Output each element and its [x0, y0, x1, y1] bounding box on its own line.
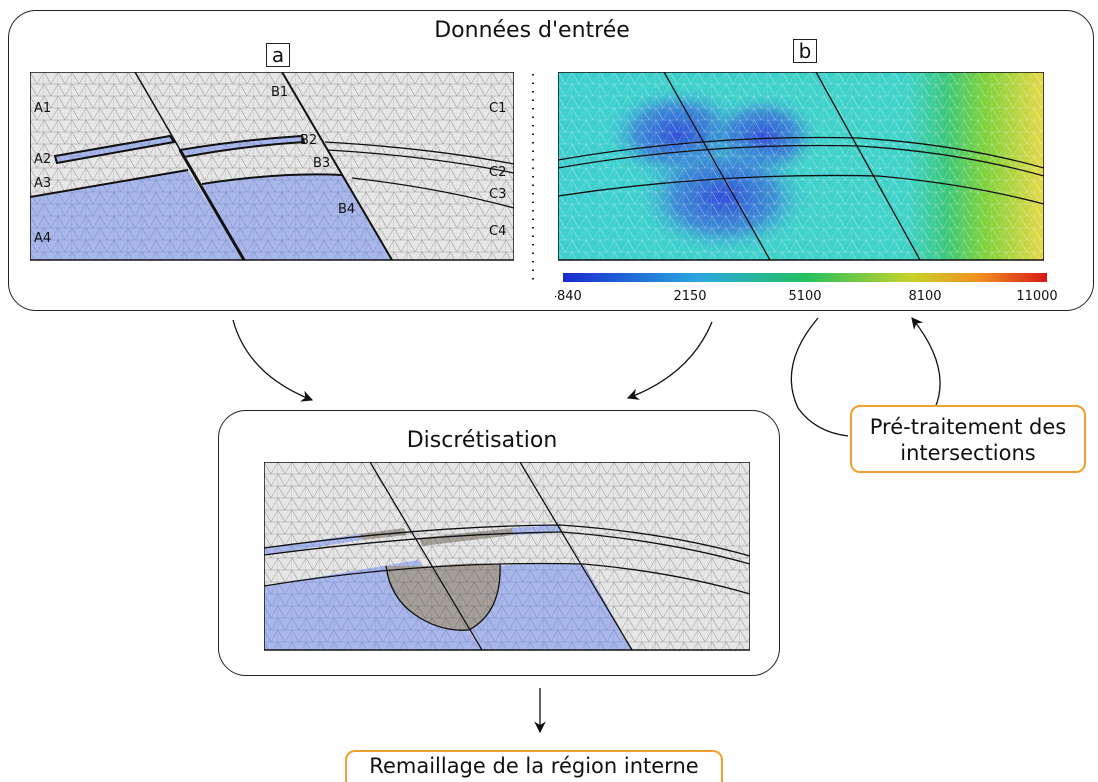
colorbar-tick: 2150	[673, 289, 706, 304]
region-a2	[53, 134, 176, 165]
panel-a-tag: a	[266, 43, 290, 67]
region-a4	[30, 170, 244, 260]
input-panel-title: Données d'entrée	[434, 18, 630, 43]
label-b1: B1	[271, 85, 288, 100]
colorbar-tick: 8100	[908, 289, 941, 304]
label-a4: A4	[34, 231, 51, 246]
remeshing-box: Remaillage de la région interne	[345, 750, 723, 782]
label-b2: B2	[300, 133, 317, 148]
preprocessing-line1: Pré-traitement des	[869, 415, 1067, 439]
overlap-region	[419, 528, 514, 546]
label-a3: A3	[34, 176, 51, 191]
colorbar-gradient	[563, 273, 1047, 282]
preprocessing-box: Pré-traitement des intersections	[850, 405, 1086, 473]
label-b4: B4	[338, 202, 355, 217]
overlap-region	[386, 563, 501, 631]
label-c3: C3	[489, 187, 506, 202]
label-c1: C1	[489, 101, 506, 116]
preprocessing-line2: intersections	[900, 441, 1036, 465]
label-b3: B3	[313, 156, 330, 171]
region-b4	[202, 174, 392, 260]
label-c2: C2	[489, 165, 506, 180]
label-a2: A2	[34, 152, 51, 167]
discretisation-title: Discrétisation	[406, 428, 558, 453]
panel-b-tag: b	[793, 39, 817, 63]
colorbar: -840 2150 5100 8100 11000	[555, 273, 1058, 304]
panel-separator	[532, 74, 534, 280]
label-c4: C4	[489, 224, 506, 239]
colorbar-tick: 5100	[788, 289, 821, 304]
colorbar-tick: -840	[555, 289, 582, 304]
panel-b-scalar-field	[558, 72, 1044, 261]
region-b2	[178, 134, 306, 159]
panel-a-geology-mesh: A1 A2 A3 A4 B1 B2 B3 B4 C1 C2 C3 C4	[30, 72, 514, 261]
discretisation-mesh	[264, 462, 750, 651]
colorbar-tick: 11000	[1016, 289, 1057, 304]
label-a1: A1	[34, 101, 51, 116]
